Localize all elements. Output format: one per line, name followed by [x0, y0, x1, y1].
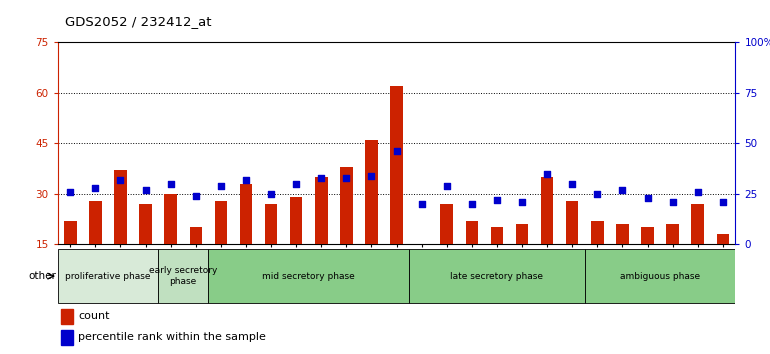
Bar [415, 244, 428, 248]
Text: ambiguous phase: ambiguous phase [620, 272, 700, 281]
Point [641, 195, 654, 201]
Point [340, 175, 353, 181]
Point [616, 187, 628, 193]
Bar [566, 200, 578, 244]
Bar [61, 330, 73, 345]
Bar [584, 249, 735, 303]
Point [114, 177, 126, 183]
Bar [158, 249, 209, 303]
Bar [239, 184, 253, 244]
Point [717, 199, 729, 205]
Point [691, 189, 704, 195]
Text: mid secretory phase: mid secretory phase [263, 272, 355, 281]
Point [189, 193, 202, 199]
Point [667, 199, 679, 205]
Text: other: other [28, 271, 56, 281]
Point [566, 181, 578, 187]
Point [139, 187, 152, 193]
Point [591, 191, 604, 197]
Bar [409, 249, 584, 303]
Text: percentile rank within the sample: percentile rank within the sample [78, 332, 266, 342]
Point [215, 183, 227, 189]
Point [466, 201, 478, 207]
Bar [265, 204, 277, 244]
Bar [691, 204, 704, 244]
Point [416, 201, 428, 207]
Bar [139, 204, 152, 244]
Bar [516, 224, 528, 244]
Bar [64, 221, 76, 244]
Point [290, 181, 303, 187]
Bar [290, 197, 303, 244]
Bar [717, 234, 729, 244]
Point [165, 181, 177, 187]
Bar [209, 249, 409, 303]
Bar [89, 200, 102, 244]
Text: early secretory
phase: early secretory phase [149, 267, 217, 286]
Text: proliferative phase: proliferative phase [65, 272, 151, 281]
Text: late secretory phase: late secretory phase [450, 272, 544, 281]
Bar [215, 200, 227, 244]
Point [265, 191, 277, 197]
Point [390, 149, 403, 154]
Bar [189, 228, 202, 244]
Point [541, 171, 554, 177]
Bar [466, 221, 478, 244]
Text: count: count [78, 311, 109, 321]
Point [239, 177, 252, 183]
Point [516, 199, 528, 205]
Bar [61, 309, 73, 324]
Bar [390, 86, 403, 244]
Bar [541, 177, 554, 244]
Bar [58, 249, 158, 303]
Point [64, 189, 76, 195]
Bar [666, 224, 679, 244]
Point [490, 197, 503, 203]
Bar [591, 221, 604, 244]
Point [440, 183, 453, 189]
Point [315, 175, 327, 181]
Bar [365, 140, 378, 244]
Bar [315, 177, 327, 244]
Bar [641, 228, 654, 244]
Bar [616, 224, 628, 244]
Bar [114, 170, 127, 244]
Bar [440, 204, 453, 244]
Bar [165, 194, 177, 244]
Point [365, 173, 377, 178]
Text: GDS2052 / 232412_at: GDS2052 / 232412_at [65, 15, 212, 28]
Bar [340, 167, 353, 244]
Bar [490, 228, 504, 244]
Point [89, 185, 102, 190]
